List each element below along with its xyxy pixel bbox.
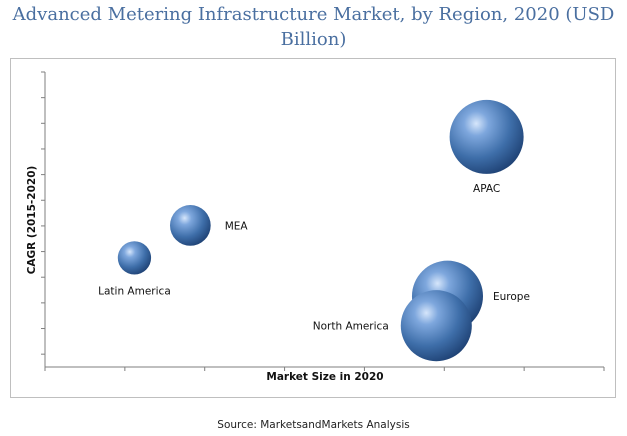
source-note: Source: MarketsandMarkets Analysis <box>217 419 410 431</box>
chart-title: Advanced Metering Infrastructure Market,… <box>12 4 615 50</box>
bubbles: APAC MEA Latin America Europe North America <box>98 99 530 362</box>
bubble-north-america <box>400 290 472 362</box>
bubble-label-north-america: North America <box>313 321 389 333</box>
x-axis-label: Market Size in 2020 <box>266 371 383 383</box>
bubble-label-latin-america: Latin America <box>98 286 171 298</box>
bubble-latin-america <box>117 241 152 275</box>
x-ticks <box>44 367 605 371</box>
y-ticks <box>41 71 45 355</box>
chart-frame <box>10 58 616 398</box>
bubble-label-mea: MEA <box>225 220 249 232</box>
bubble-mea <box>169 205 211 246</box>
bubble-apac <box>449 99 524 174</box>
bubble-label-europe: Europe <box>493 291 530 303</box>
bubble-label-apac: APAC <box>473 183 500 195</box>
y-axis-label: CAGR (2015-2020) <box>26 166 38 275</box>
